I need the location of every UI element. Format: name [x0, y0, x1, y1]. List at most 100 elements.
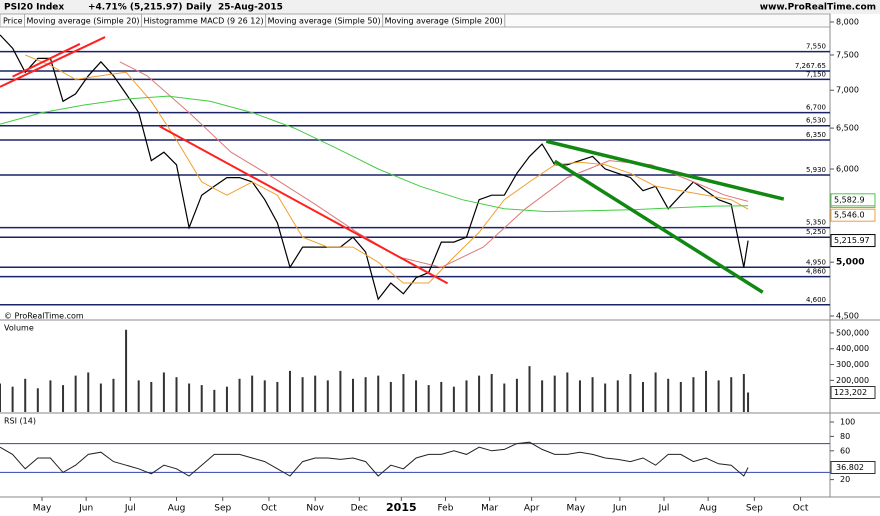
y-tick-label: 5,000: [836, 258, 864, 268]
y-tick-label: 8,000: [836, 18, 859, 27]
volume-bar: [0, 383, 1, 412]
volume-bar: [503, 383, 506, 412]
trendline: [553, 159, 764, 294]
x-tick-label: Sep: [214, 504, 231, 514]
volume-bar: [490, 374, 493, 412]
volume-bar: [11, 386, 14, 412]
level-label: 5,350: [806, 219, 826, 227]
y-tick-label: 400,000: [836, 344, 869, 353]
volume-bar: [452, 386, 455, 412]
x-tick-label: Mar: [481, 504, 498, 514]
x-tick-label: Jul: [658, 504, 670, 514]
volume-bar: [99, 383, 102, 412]
last-value-box: [830, 208, 876, 222]
volume-bar: [288, 370, 291, 412]
x-tick-label: May: [33, 504, 52, 514]
volume-bar: [225, 386, 228, 412]
x-tick-label: 2015: [386, 501, 417, 514]
volume-bar: [747, 392, 750, 412]
volume-bar: [263, 380, 266, 412]
last-value-box: [830, 461, 876, 475]
volume-bar: [137, 380, 140, 412]
volume-bar: [528, 366, 531, 412]
volume-bar: [301, 377, 304, 412]
volume-bar: [742, 374, 745, 412]
x-tick-label: May: [566, 504, 585, 514]
trendline: [0, 36, 106, 88]
x-tick-label: Jun: [612, 504, 627, 514]
volume-bar: [427, 385, 430, 412]
x-tick-label: Aug: [699, 504, 717, 514]
volume-bar: [200, 385, 203, 412]
y-tick-label: 200,000: [836, 376, 869, 385]
volume-bar: [440, 381, 443, 412]
volume-bar: [465, 380, 468, 412]
x-tick-label: Sep: [746, 504, 763, 514]
volume-bar: [730, 377, 733, 412]
volume-bar: [364, 377, 367, 412]
legend-item: Moving average (Simple 20): [27, 17, 140, 26]
last-value-label: 123,202: [834, 388, 867, 397]
volume-bar: [36, 388, 39, 412]
last-value-label: 5,215.97: [834, 236, 870, 245]
volume-bar: [478, 375, 481, 412]
level-label: 4,950: [806, 258, 826, 266]
volume-bar: [49, 380, 52, 412]
x-tick-label: Oct: [793, 504, 809, 514]
rsi-line: [0, 441, 749, 477]
date: 25-Aug-2015: [218, 3, 283, 13]
volume-bar: [326, 380, 329, 412]
last-value-label: 5,546.0: [834, 211, 865, 220]
volume-bar: [339, 370, 342, 412]
volume-bar: [188, 383, 191, 412]
header-bar: [0, 0, 880, 14]
volume-bar: [679, 381, 682, 412]
y-tick-label: 500,000: [836, 328, 869, 337]
x-tick-label: Nov: [306, 504, 324, 514]
volume-bar: [578, 380, 581, 412]
copyright: © ProRealTime.com: [4, 312, 84, 321]
change: +4.71% (5,215.97): [88, 3, 183, 13]
x-tick-label: Jul: [124, 504, 136, 514]
volume-bar: [213, 389, 216, 412]
trendline: [12, 43, 81, 78]
level-label: 4,860: [806, 268, 826, 276]
volume-bar: [654, 372, 657, 412]
trendline: [545, 139, 785, 201]
volume-bar: [591, 377, 594, 412]
x-tick-label: Oct: [261, 504, 277, 514]
last-value-box: [830, 386, 876, 400]
y-tick-label: 20: [840, 475, 850, 484]
volume-bar: [87, 372, 90, 412]
level-label: 4,600: [806, 296, 826, 304]
volume-bar: [402, 374, 405, 412]
level-label: 5,930: [806, 166, 826, 174]
level-label: 6,530: [806, 117, 826, 125]
y-tick-label: 6,000: [836, 165, 859, 174]
panel-title: Volume: [4, 324, 34, 333]
last-value-box: [830, 193, 876, 207]
volume-bar: [415, 380, 418, 412]
legend-item: Price: [3, 17, 23, 26]
trendline: [159, 125, 449, 285]
level-label: 6,350: [806, 131, 826, 139]
panel-title: RSI (14): [4, 417, 36, 426]
volume-bar: [112, 378, 115, 412]
volume-bar: [604, 383, 607, 412]
y-tick-label: 7,500: [836, 50, 859, 59]
volume-bar: [62, 385, 65, 412]
site: www.ProRealTime.com: [760, 3, 876, 13]
volume-bar: [541, 380, 544, 412]
last-value-box: [830, 234, 876, 248]
volume-bar: [566, 372, 569, 412]
volume-bar: [641, 381, 644, 412]
volume-bar: [175, 377, 178, 412]
y-tick-label: 6,500: [836, 124, 859, 133]
volume-bar: [717, 380, 720, 412]
volume-bar: [553, 375, 556, 412]
symbol: PSI20 Index: [4, 3, 64, 13]
y-tick-label: 80: [840, 432, 850, 441]
volume-bar: [389, 381, 392, 412]
volume-bar: [616, 380, 619, 412]
